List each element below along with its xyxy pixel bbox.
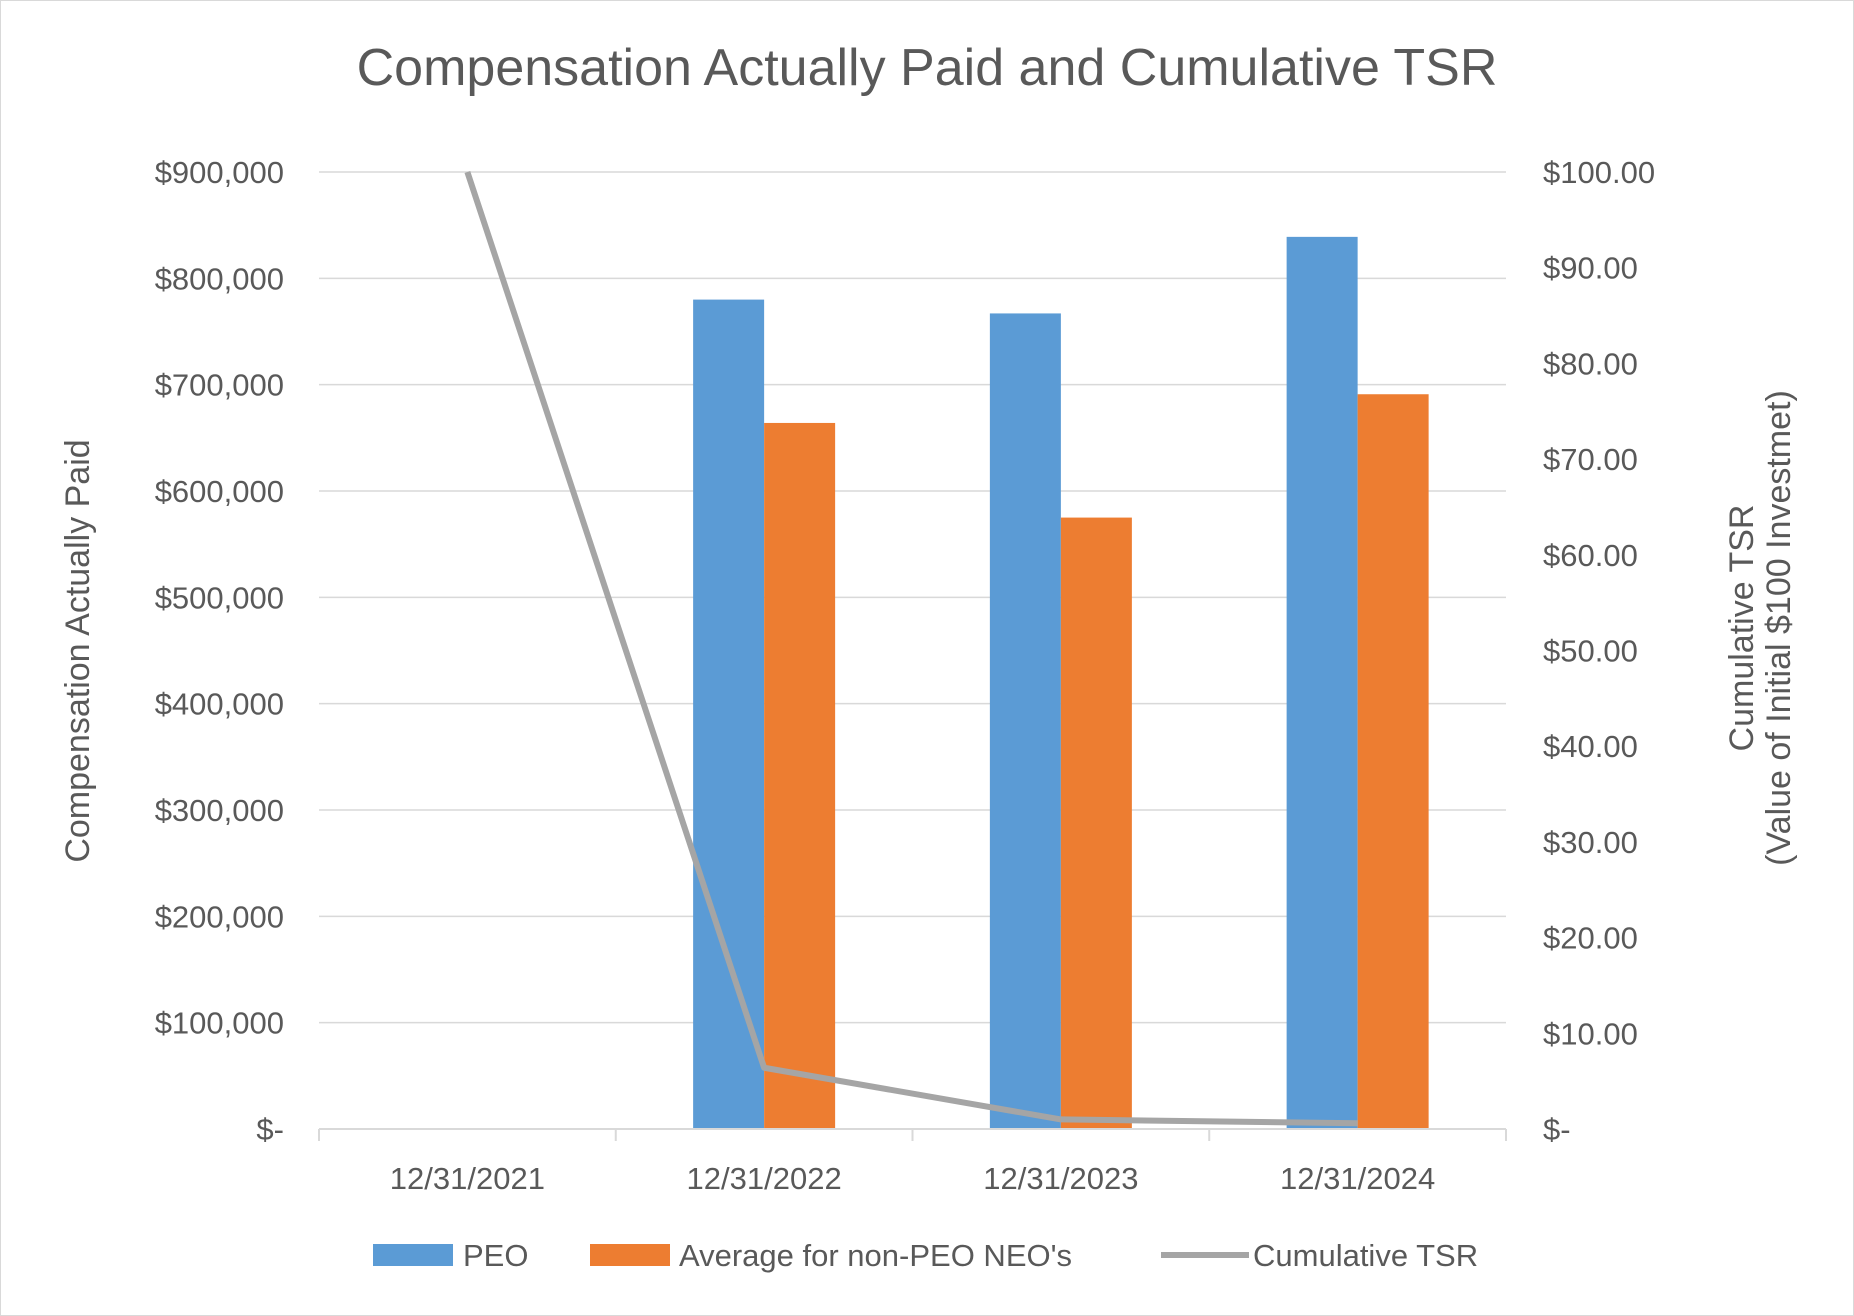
x-tick-label: 12/31/2024: [1280, 1161, 1435, 1196]
left-tick-label: $600,000: [155, 474, 284, 509]
left-tick-label: $700,000: [155, 368, 284, 403]
left-tick-label: $900,000: [155, 155, 284, 190]
bar: [989, 313, 1061, 1129]
right-tick-label: $80.00: [1543, 346, 1638, 381]
legend-label: Cumulative TSR: [1253, 1238, 1478, 1273]
gridlines: [319, 171, 1506, 1024]
line-series: [464, 171, 1358, 1127]
left-tick-label: $400,000: [155, 687, 284, 722]
legend-swatch: [590, 1244, 670, 1266]
left-tick-label: $800,000: [155, 261, 284, 296]
x-tick-label: 12/31/2022: [687, 1161, 842, 1196]
x-tick-label: 12/31/2023: [983, 1161, 1138, 1196]
bar: [1060, 517, 1132, 1129]
left-tick-label: $-: [256, 1112, 284, 1147]
bar-series: [693, 236, 1429, 1130]
left-tick-label: $200,000: [155, 899, 284, 934]
right-axis-title-line1: Cumulative TSR: [1723, 505, 1761, 752]
left-tick-label: $500,000: [155, 580, 284, 615]
legend-label: Average for non-PEO NEO's: [679, 1238, 1072, 1273]
right-tick-label: $70.00: [1543, 442, 1638, 477]
chart-title: Compensation Actually Paid and Cumulativ…: [357, 39, 1498, 97]
right-tick-label: $10.00: [1543, 1016, 1638, 1051]
bar: [693, 299, 765, 1130]
right-axis-ticks: $- $10.00 $20.00 $30.00 $40.00 $50.00 $60.00 $7…: [1543, 155, 1655, 1147]
left-tick-label: $100,000: [155, 1006, 284, 1041]
x-axis: 12/31/2021 12/31/2022 12/31/2023 12/31/2024: [318, 1128, 1507, 1196]
left-axis-ticks: $- $100,000 $200,000 $300,000 $400,000 $500,0…: [155, 155, 284, 1147]
right-tick-label: $30.00: [1543, 825, 1638, 860]
x-tick-label: 12/31/2021: [390, 1161, 545, 1196]
legend-label: PEO: [463, 1238, 528, 1273]
right-tick-label: $50.00: [1543, 634, 1638, 669]
left-axis-title: Compensation Actually Paid: [59, 439, 97, 862]
right-axis-title-line2: (Value of Initial $100 Investmet): [1760, 390, 1798, 866]
left-tick-label: $300,000: [155, 793, 284, 828]
right-tick-label: $20.00: [1543, 921, 1638, 956]
right-tick-label: $40.00: [1543, 729, 1638, 764]
bar: [1286, 236, 1358, 1129]
right-tick-label: $-: [1543, 1112, 1571, 1147]
right-tick-label: $100.00: [1543, 155, 1655, 190]
bar: [1357, 394, 1429, 1129]
legend: PEO Average for non-PEO NEO's Cumulative T…: [373, 1238, 1478, 1273]
right-tick-label: $90.00: [1543, 251, 1638, 286]
tsr-line: [464, 171, 1358, 1127]
legend-swatch: [373, 1244, 453, 1266]
bar: [764, 422, 836, 1129]
right-tick-label: $60.00: [1543, 538, 1638, 573]
